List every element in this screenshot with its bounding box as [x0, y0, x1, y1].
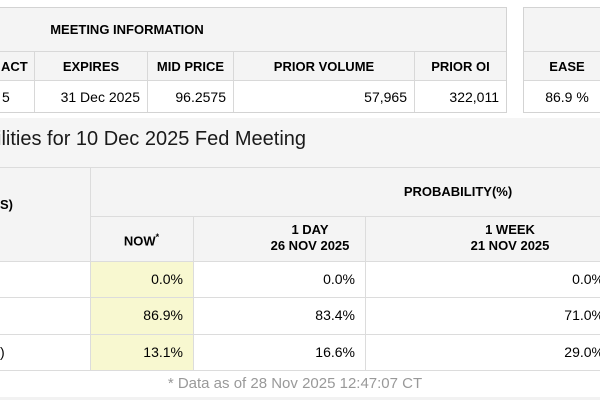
meeting-information-table: MEETING INFORMATION ACT EXPIRES MID PRIC… — [0, 7, 507, 113]
grid-line — [365, 216, 366, 370]
now-footnote-marker: * — [155, 232, 160, 242]
probability-table-header-band — [0, 168, 600, 261]
meeting-information-title-row: MEETING INFORMATION — [0, 8, 506, 52]
cell-prior-volume: 57,965 — [233, 81, 414, 112]
column-header-prior-oi: PRIOR OI — [414, 52, 506, 80]
cell-mid-price: 96.2575 — [147, 81, 233, 112]
cell-now-row1: 0.0% — [151, 271, 183, 287]
cell-prior-oi: 322,011 — [414, 81, 506, 112]
ease-probabilities-table: EASE 86.9 % — [523, 7, 600, 113]
column-header-expires: EXPIRES — [34, 52, 147, 80]
cell-expires: 31 Dec 2025 — [34, 81, 147, 112]
page-background-strip — [0, 397, 600, 400]
one-day-date: 26 NOV 2025 — [270, 238, 350, 253]
probability-group-header: PROBABILITY(%) — [403, 184, 513, 199]
one-week-date: 21 NOV 2025 — [470, 238, 550, 253]
section-heading-band: ilities for 10 Dec 2025 Fed Meeting — [0, 118, 600, 167]
grid-line — [0, 370, 600, 371]
grid-line — [90, 216, 600, 217]
now-label: NOW — [123, 233, 156, 249]
grid-line — [0, 334, 600, 335]
column-header-one-week: 1 WEEK 21 NOV 2025 — [410, 222, 600, 254]
cell-contract: 5 — [2, 88, 10, 105]
cell-now-row2: 86.9% — [143, 307, 183, 323]
cell-one-day-row1: 0.0% — [323, 271, 355, 287]
target-rate-header-fragment: S) — [0, 197, 13, 212]
grid-line — [90, 168, 91, 370]
probability-table: S) PROBABILITY(%) NOW* 1 DAY 26 NOV 2025… — [0, 167, 600, 398]
column-header-ease: EASE — [549, 58, 585, 74]
row-label: ) — [0, 344, 5, 360]
meeting-information-title: MEETING INFORMATION — [50, 22, 204, 37]
grid-line — [193, 216, 194, 370]
meeting-information-header-row: ACT EXPIRES MID PRICE PRIOR VOLUME PRIOR… — [0, 52, 506, 81]
ease-title-row — [524, 8, 600, 52]
grid-line — [0, 297, 600, 298]
one-day-label: 1 DAY — [291, 222, 329, 237]
one-week-label: 1 WEEK — [485, 222, 535, 237]
now-column-highlight — [90, 261, 193, 370]
column-header-one-day: 1 DAY 26 NOV 2025 — [210, 222, 410, 254]
grid-line — [0, 261, 600, 262]
cell-ease-value: 86.9 % — [545, 88, 589, 105]
section-heading: ilities for 10 Dec 2025 Fed Meeting — [0, 128, 307, 150]
cell-one-week-row2: 71.0% — [564, 307, 600, 323]
column-header-prior-volume: PRIOR VOLUME — [233, 52, 414, 80]
cell-now-row3: 13.1% — [143, 344, 183, 360]
meeting-information-data-row: 5 31 Dec 2025 96.2575 57,965 322,011 — [0, 81, 506, 112]
ease-data-row: 86.9 % — [524, 81, 600, 112]
column-header-contract: ACT — [1, 58, 28, 74]
column-header-mid-price: MID PRICE — [147, 52, 233, 80]
cell-one-week-row1: 0.0% — [572, 271, 600, 287]
cell-one-week-row3: 29.0% — [564, 344, 600, 360]
cell-one-day-row2: 83.4% — [315, 307, 355, 323]
cell-one-day-row3: 16.6% — [315, 344, 355, 360]
data-as-of-footnote: * Data as of 28 Nov 2025 12:47:07 CT — [167, 375, 423, 392]
column-header-now: NOW* — [90, 229, 193, 249]
ease-header-row: EASE — [524, 52, 600, 81]
